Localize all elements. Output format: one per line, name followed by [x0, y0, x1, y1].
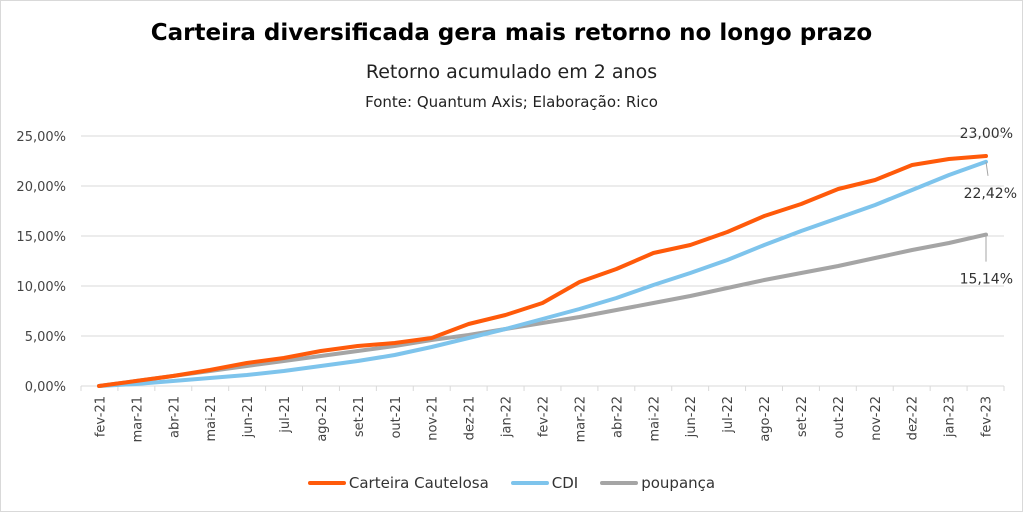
x-tick-label: fev-22 — [537, 396, 552, 437]
x-tick-label: set-22 — [795, 396, 810, 437]
x-tick-label: jul-22 — [721, 396, 736, 434]
x-tick-label: abr-22 — [610, 396, 625, 438]
x-axis: fev-21 mar-21 abr-21 mai-21 jun-21 jul-21 ago-… — [80, 385, 1005, 442]
chart-title: Carteira diversificada gera mais retorno… — [150, 20, 873, 46]
legend-label: CDI — [551, 474, 579, 492]
y-tick-label: 20,00% — [16, 180, 66, 195]
gridlines — [81, 135, 1004, 337]
legend-label: poupança — [641, 474, 716, 492]
x-tick-label: set-21 — [352, 396, 367, 437]
y-tick-label: 10,00% — [16, 280, 66, 295]
legend-item-carteira[interactable]: Carteira Cautelosa — [307, 474, 489, 492]
x-tick-label: mar-22 — [573, 396, 588, 442]
x-tick-label: nov-21 — [426, 396, 441, 441]
x-tick-label: ago-22 — [758, 396, 773, 442]
x-tick-label: jan-23 — [943, 396, 958, 438]
x-tick-label: jun-22 — [684, 396, 699, 438]
y-tick-label: 0,00% — [25, 380, 66, 395]
x-tick-label: out-21 — [389, 396, 404, 439]
legend-swatch — [600, 481, 639, 485]
y-axis-ticks: 0,00% 5,00% 10,00% 15,00% 20,00% 25,00% — [16, 130, 66, 395]
legend-label: Carteira Cautelosa — [348, 474, 489, 492]
x-tick-label: abr-21 — [167, 396, 182, 438]
legend-item-cdi[interactable]: CDI — [510, 474, 579, 492]
x-tick-label: jul-21 — [278, 396, 293, 434]
series-line-2 — [97, 232, 988, 388]
data-label: 15,14% — [960, 272, 1013, 288]
series-line-1 — [97, 159, 988, 388]
x-tick-label: jun-21 — [241, 396, 256, 438]
series-line-0 — [97, 154, 988, 388]
x-tick-label: mar-21 — [130, 396, 145, 442]
legend-swatch — [307, 481, 346, 485]
x-tick-label: dez-22 — [906, 396, 921, 440]
x-tick-label: mai-21 — [204, 396, 219, 441]
y-tick-label: 5,00% — [25, 330, 66, 345]
leader-line — [985, 161, 989, 176]
legend: Carteira Cautelosa CDI poupança — [0, 474, 1023, 492]
data-labels: 23,00% 22,42% 15,14% — [960, 126, 1017, 288]
x-tick-label: nov-22 — [869, 396, 884, 441]
x-tick-label: mai-22 — [647, 396, 662, 441]
series-lines — [97, 154, 988, 388]
legend-item-poupanca[interactable]: poupança — [600, 474, 715, 492]
chart-source: Fonte: Quantum Axis; Elaboração: Rico — [365, 93, 658, 111]
x-tick-label: fev-21 — [93, 396, 108, 437]
chart-subtitle: Retorno acumulado em 2 anos — [365, 61, 658, 83]
x-tick-label: dez-21 — [463, 396, 478, 440]
legend-swatch — [510, 481, 549, 485]
x-tick-label: jan-22 — [500, 396, 515, 438]
x-tick-label: fev-23 — [980, 396, 995, 437]
x-tick-label: out-22 — [832, 396, 847, 439]
data-label: 23,00% — [960, 126, 1013, 142]
x-tick-label: ago-21 — [315, 396, 330, 442]
y-tick-label: 25,00% — [16, 130, 66, 145]
data-label: 22,42% — [964, 186, 1017, 202]
y-tick-label: 15,00% — [16, 230, 66, 245]
